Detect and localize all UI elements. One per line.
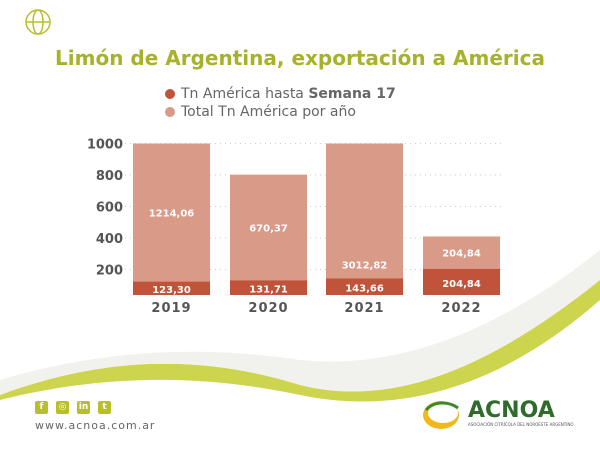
data-label-total: 204,84 <box>442 249 481 260</box>
y-tick-label: 800 <box>96 169 123 184</box>
x-tick-label: 2020 <box>248 301 288 316</box>
chart-title: Limón de Argentina, exportación a Améric… <box>55 46 545 70</box>
legend-swatch <box>165 107 175 117</box>
instagram-icon[interactable]: ◎ <box>56 401 69 414</box>
y-tick-label: 600 <box>96 201 123 216</box>
bar-semana <box>326 278 403 295</box>
legend-item-total: Total Tn América por año <box>165 104 356 120</box>
data-label-total: 1214,06 <box>149 209 195 220</box>
legend-label: Tn América hasta Semana 17 <box>181 86 396 102</box>
data-label-semana: 204,84 <box>442 279 481 290</box>
social-links: f ◎ in t <box>35 401 111 414</box>
data-label-semana: 123,30 <box>152 285 191 296</box>
bar-total <box>230 174 307 281</box>
bar-semana <box>230 280 307 295</box>
y-tick-label: 400 <box>96 232 123 247</box>
facebook-icon[interactable]: f <box>35 401 48 414</box>
bar-total <box>326 143 403 279</box>
globe-logo-icon <box>25 9 51 35</box>
data-label-total: 3012,82 <box>342 260 388 271</box>
legend-swatch <box>165 89 175 99</box>
bar-semana <box>423 268 500 295</box>
decor-wave <box>0 280 600 402</box>
y-tick-label: 200 <box>96 264 123 279</box>
bar-total <box>423 236 500 269</box>
x-tick-label: 2022 <box>441 301 481 316</box>
website-url[interactable]: www.acnoa.com.ar <box>35 419 156 432</box>
twitter-icon[interactable]: t <box>98 401 111 414</box>
linkedin-icon[interactable]: in <box>77 401 90 414</box>
legend-label: Total Tn América por año <box>181 104 356 120</box>
bar-semana <box>133 281 210 295</box>
data-label-total: 670,37 <box>249 223 288 234</box>
x-tick-label: 2019 <box>151 301 191 316</box>
acnoa-logo-icon <box>423 401 459 429</box>
decor-wave-shadow <box>0 250 600 395</box>
data-label-semana: 143,66 <box>345 284 384 295</box>
x-tick-label: 2021 <box>344 301 384 316</box>
brand-subtitle: ASOCIACIÓN CITRÍCOLA DEL NOROESTE ARGENT… <box>468 422 574 427</box>
y-tick-label: 1000 <box>87 138 123 153</box>
bar-total <box>133 143 210 282</box>
legend-item-semana: Tn América hasta Semana 17 <box>165 86 396 102</box>
data-label-semana: 131,71 <box>249 285 288 296</box>
brand-name: ACNOA <box>468 398 555 423</box>
